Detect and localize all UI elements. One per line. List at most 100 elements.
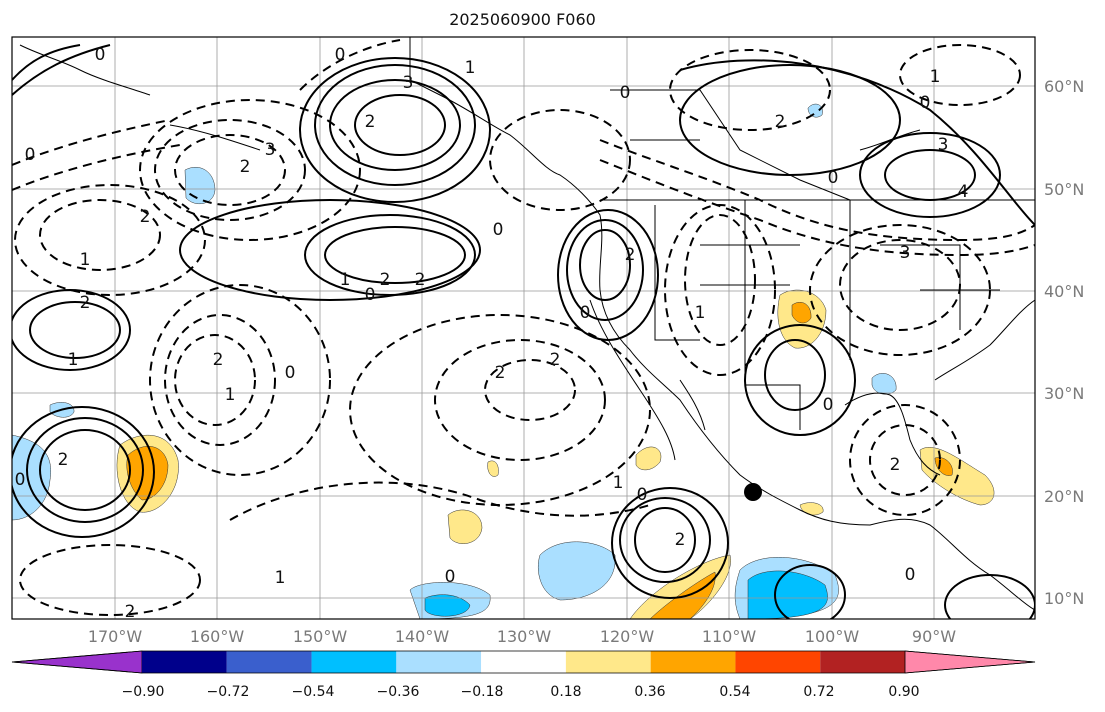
lon-label: 150°W — [292, 627, 348, 646]
colorbar-segment — [820, 651, 905, 673]
dashed-contours — [12, 39, 1035, 616]
colorbar-tick-label: 0.36 — [634, 684, 666, 700]
contour-label: 1 — [225, 385, 236, 405]
contour-label: 2 — [58, 450, 69, 470]
contour-label: 0 — [493, 220, 504, 240]
contour-label: 3 — [900, 243, 911, 263]
colorbar-tick-label: −0.72 — [206, 684, 250, 700]
lon-label: 170°W — [87, 627, 143, 646]
contour-label: 1 — [68, 350, 79, 370]
contour-label: 2 — [380, 270, 391, 290]
colorbar-segment — [565, 651, 651, 673]
shade-light-blue — [12, 434, 52, 521]
lat-label: 50°N — [1044, 180, 1085, 199]
lon-label: 90°W — [911, 627, 957, 646]
shade-orange — [791, 302, 812, 324]
lon-label: 130°W — [496, 627, 552, 646]
lon-label: 140°W — [394, 627, 450, 646]
lat-label: 40°N — [1044, 282, 1085, 301]
colorbar-tick-label: −0.54 — [291, 684, 335, 700]
contour-label: 0 — [15, 470, 26, 490]
contour-label: 2 — [80, 293, 91, 313]
location-marker — [744, 483, 762, 501]
colorbar-tick-label: −0.90 — [121, 684, 165, 700]
shade-yellow — [629, 554, 731, 619]
contour-label: 3 — [938, 135, 949, 155]
colorbar-tick-label: −0.36 — [376, 684, 420, 700]
lon-label: 110°W — [701, 627, 757, 646]
colorbar-segment — [481, 651, 566, 673]
shade-orange — [649, 571, 716, 619]
lat-label: 30°N — [1044, 384, 1085, 403]
contour-label: 2 — [625, 245, 636, 265]
coastlines — [19, 37, 1035, 611]
shading-layer — [12, 103, 995, 619]
colorbar-outline — [11, 650, 1036, 674]
lon-label: 120°W — [599, 627, 655, 646]
contour-label: 0 — [285, 363, 296, 383]
colorbar — [11, 650, 1036, 674]
map-title: 2025060900 F060 — [449, 10, 596, 29]
contour-label: 0 — [335, 45, 346, 65]
contour-label: 1 — [613, 473, 624, 493]
lon-label: 160°W — [189, 627, 245, 646]
colorbar-segment — [735, 651, 821, 673]
shade-light-blue — [871, 373, 897, 395]
colorbar-segment — [226, 651, 312, 673]
contour-label: 1 — [695, 303, 706, 323]
contour-label: 0 — [637, 485, 648, 505]
shade-light-blue — [807, 103, 823, 118]
contour-label: 1 — [275, 568, 286, 588]
contour-label: 3 — [403, 73, 414, 93]
colorbar-extend-min — [11, 650, 143, 674]
lat-label: 10°N — [1044, 589, 1085, 608]
colorbar-tick-label: −0.18 — [460, 684, 504, 700]
colorbar-segment — [396, 651, 482, 673]
contour-label: 2 — [125, 602, 136, 622]
shade-yellow — [447, 509, 483, 544]
lat-label: 20°N — [1044, 487, 1085, 506]
colorbar-tick-label: 0.90 — [888, 684, 920, 700]
lat-label: 60°N — [1044, 77, 1085, 96]
contour-label: 2 — [495, 363, 506, 383]
contour-label: 1 — [465, 58, 476, 78]
solid-contours — [12, 44, 1035, 619]
shade-yellow — [635, 446, 662, 471]
contour-label: 0 — [580, 303, 591, 323]
contour-label: 1 — [930, 67, 941, 87]
contour-label: 2 — [675, 530, 686, 550]
colorbar-extend-max — [904, 650, 1036, 674]
shade-blue — [747, 570, 828, 619]
colorbar-segment — [650, 651, 736, 673]
contour-label: 0 — [823, 395, 834, 415]
colorbar-tick-label: 0.18 — [550, 684, 582, 700]
contour-label: 2 — [550, 350, 561, 370]
contour-label: 1 — [80, 250, 91, 270]
contour-label: 2 — [415, 270, 426, 290]
contour-label: 0 — [620, 83, 631, 103]
contour-label: 0 — [365, 285, 376, 305]
contour-label: 0 — [920, 93, 931, 113]
contour-label: 0 — [25, 145, 36, 165]
map-frame — [11, 36, 1036, 620]
shade-light-blue — [184, 166, 216, 205]
shade-light-blue — [537, 541, 616, 601]
contour-label: 2 — [365, 112, 376, 132]
contour-label: 0 — [905, 565, 916, 585]
contour-label-layer: 0 1 2 3 0 2 3 0 2 1 2 1 2 0 2 2 0 1 2 0 … — [15, 45, 969, 622]
contour-label: 2 — [240, 157, 251, 177]
colorbar-segment — [311, 651, 397, 673]
shade-blue — [424, 594, 471, 617]
contour-label: 2 — [890, 455, 901, 475]
colorbar-tick-label: 0.54 — [719, 684, 751, 700]
colorbar-tick-label: 0.72 — [803, 684, 835, 700]
contour-label: 2 — [213, 350, 224, 370]
contour-label: 2 — [140, 207, 151, 227]
shade-yellow — [799, 502, 824, 516]
contour-label: 0 — [95, 45, 106, 65]
shade-yellow — [487, 460, 499, 477]
contour-label: 1 — [340, 270, 351, 290]
contour-label: 0 — [828, 168, 839, 188]
contour-label: 0 — [445, 567, 456, 587]
